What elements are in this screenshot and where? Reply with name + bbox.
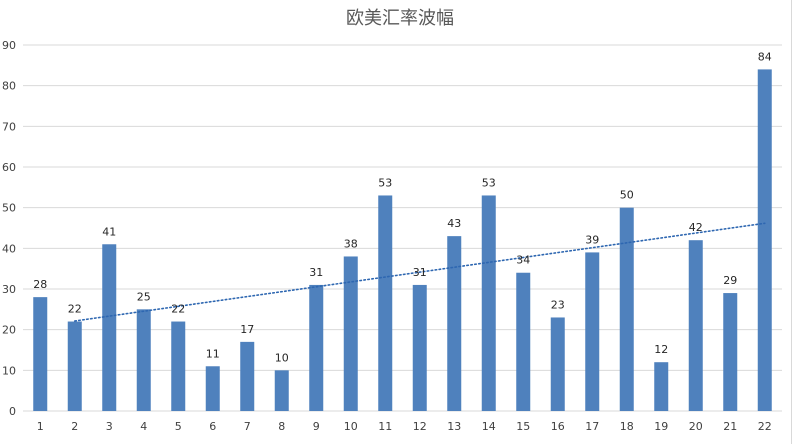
x-tick-label: 3 [106, 420, 113, 433]
bar [688, 240, 703, 411]
bar [723, 293, 738, 411]
data-label: 42 [689, 221, 703, 234]
data-label: 10 [275, 351, 289, 364]
x-tick-label: 13 [447, 420, 461, 433]
x-tick-label: 11 [378, 420, 392, 433]
bar [550, 317, 565, 411]
bar [654, 362, 669, 411]
x-tick-label: 16 [551, 420, 565, 433]
data-label: 29 [723, 274, 737, 287]
data-label: 31 [413, 266, 427, 279]
bar [412, 284, 427, 411]
x-tick-label: 14 [482, 420, 496, 433]
y-tick-label: 90 [2, 39, 16, 52]
bar [171, 321, 186, 411]
data-label: 17 [240, 323, 254, 336]
data-label: 41 [102, 225, 116, 238]
x-tick-label: 4 [140, 420, 147, 433]
data-label: 22 [171, 303, 185, 316]
data-label: 11 [206, 347, 220, 360]
x-tick-label: 18 [620, 420, 634, 433]
y-tick-label: 10 [2, 364, 16, 377]
x-tick-label: 20 [689, 420, 703, 433]
bar [619, 207, 634, 411]
data-label: 84 [758, 50, 772, 63]
data-label: 38 [344, 237, 358, 250]
data-label: 50 [620, 189, 634, 202]
window-edge [791, 0, 800, 444]
y-tick-label: 80 [2, 80, 16, 93]
chart-title: 欧美汇率波幅 [346, 8, 454, 29]
bar [33, 297, 48, 411]
x-tick-label: 2 [71, 420, 78, 433]
bar [378, 195, 393, 411]
x-tick-label: 21 [723, 420, 737, 433]
y-tick-label: 30 [2, 283, 16, 296]
bar [447, 236, 462, 411]
x-tick-label: 10 [344, 420, 358, 433]
bar [136, 309, 151, 411]
bar [67, 321, 82, 411]
y-tick-label: 60 [2, 161, 16, 174]
bar [481, 195, 496, 411]
data-label: 39 [585, 233, 599, 246]
y-tick-label: 0 [9, 405, 16, 418]
bar [757, 69, 772, 412]
x-tick-label: 6 [209, 420, 216, 433]
x-tick-label: 7 [244, 420, 251, 433]
x-tick-label: 22 [758, 420, 772, 433]
data-label: 23 [551, 298, 565, 311]
x-tick-label: 17 [585, 420, 599, 433]
y-tick-label: 20 [2, 324, 16, 337]
data-label: 28 [33, 278, 47, 291]
y-tick-label: 70 [2, 120, 16, 133]
x-tick-label: 1 [37, 420, 44, 433]
data-label: 31 [309, 266, 323, 279]
x-tick-label: 5 [175, 420, 182, 433]
bar [585, 252, 600, 411]
data-label: 43 [447, 217, 461, 230]
x-tick-label: 8 [278, 420, 285, 433]
y-tick-label: 40 [2, 242, 16, 255]
trendline [73, 222, 766, 322]
x-tick-label: 15 [516, 420, 530, 433]
x-tick-label: 12 [413, 420, 427, 433]
bar [309, 284, 324, 411]
x-tick-label: 19 [654, 420, 668, 433]
data-label: 12 [654, 343, 668, 356]
bar [240, 341, 255, 411]
y-tick-label: 50 [2, 202, 16, 215]
data-label: 25 [137, 290, 151, 303]
data-label: 34 [516, 254, 530, 267]
data-label: 22 [68, 303, 82, 316]
bar [343, 256, 358, 411]
x-tick-label: 9 [313, 420, 320, 433]
bar [516, 272, 531, 411]
data-label: 53 [378, 176, 392, 189]
bar [102, 244, 117, 411]
data-label: 53 [482, 176, 496, 189]
bar [274, 370, 289, 411]
bar [205, 366, 220, 411]
